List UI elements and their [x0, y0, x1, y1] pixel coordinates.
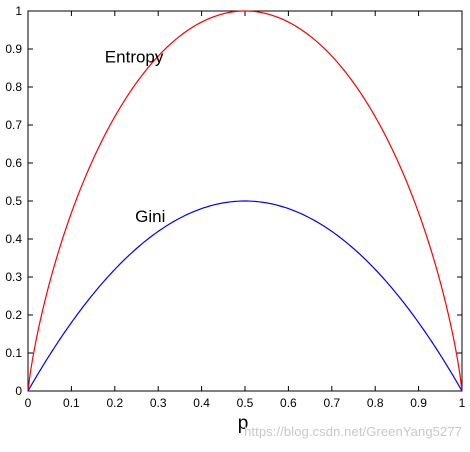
- series-line-gini: [27, 200, 463, 392]
- x-axis-label: p: [238, 413, 249, 434]
- x-tick-label: 0.3: [150, 396, 167, 410]
- x-tick-label: 0: [25, 396, 32, 410]
- x-tick-label: 0.7: [323, 396, 340, 410]
- annotation-gini: Gini: [135, 207, 165, 226]
- x-tick-label: 0.9: [410, 396, 427, 410]
- y-tick-label: 0.3: [5, 270, 22, 284]
- y-tick-label: 0.4: [5, 232, 22, 246]
- series-line-entropy: [27, 10, 463, 392]
- x-tick-label: 0.8: [367, 396, 384, 410]
- y-tick-label: 0: [15, 384, 22, 398]
- y-tick-label: 0.8: [5, 80, 22, 94]
- y-tick-label: 0.6: [5, 156, 22, 170]
- x-tick-label: 0.1: [63, 396, 80, 410]
- x-tick-label: 0.4: [193, 396, 210, 410]
- y-tick-label: 0.9: [5, 42, 22, 56]
- x-tick-label: 0.6: [280, 396, 297, 410]
- x-tick-label: 1: [459, 396, 466, 410]
- x-tick-label: 0.2: [106, 396, 123, 410]
- y-tick-label: 0.5: [5, 194, 22, 208]
- y-tick-label: 0.2: [5, 308, 22, 322]
- annotation-entropy: Entropy: [105, 48, 164, 67]
- watermark-text: https://blog.csdn.net/GreenYang5277: [244, 424, 462, 439]
- y-tick-label: 0.1: [5, 346, 22, 360]
- y-tick-label: 1: [15, 4, 22, 18]
- x-tick-label: 0.5: [237, 396, 254, 410]
- y-tick-label: 0.7: [5, 118, 22, 132]
